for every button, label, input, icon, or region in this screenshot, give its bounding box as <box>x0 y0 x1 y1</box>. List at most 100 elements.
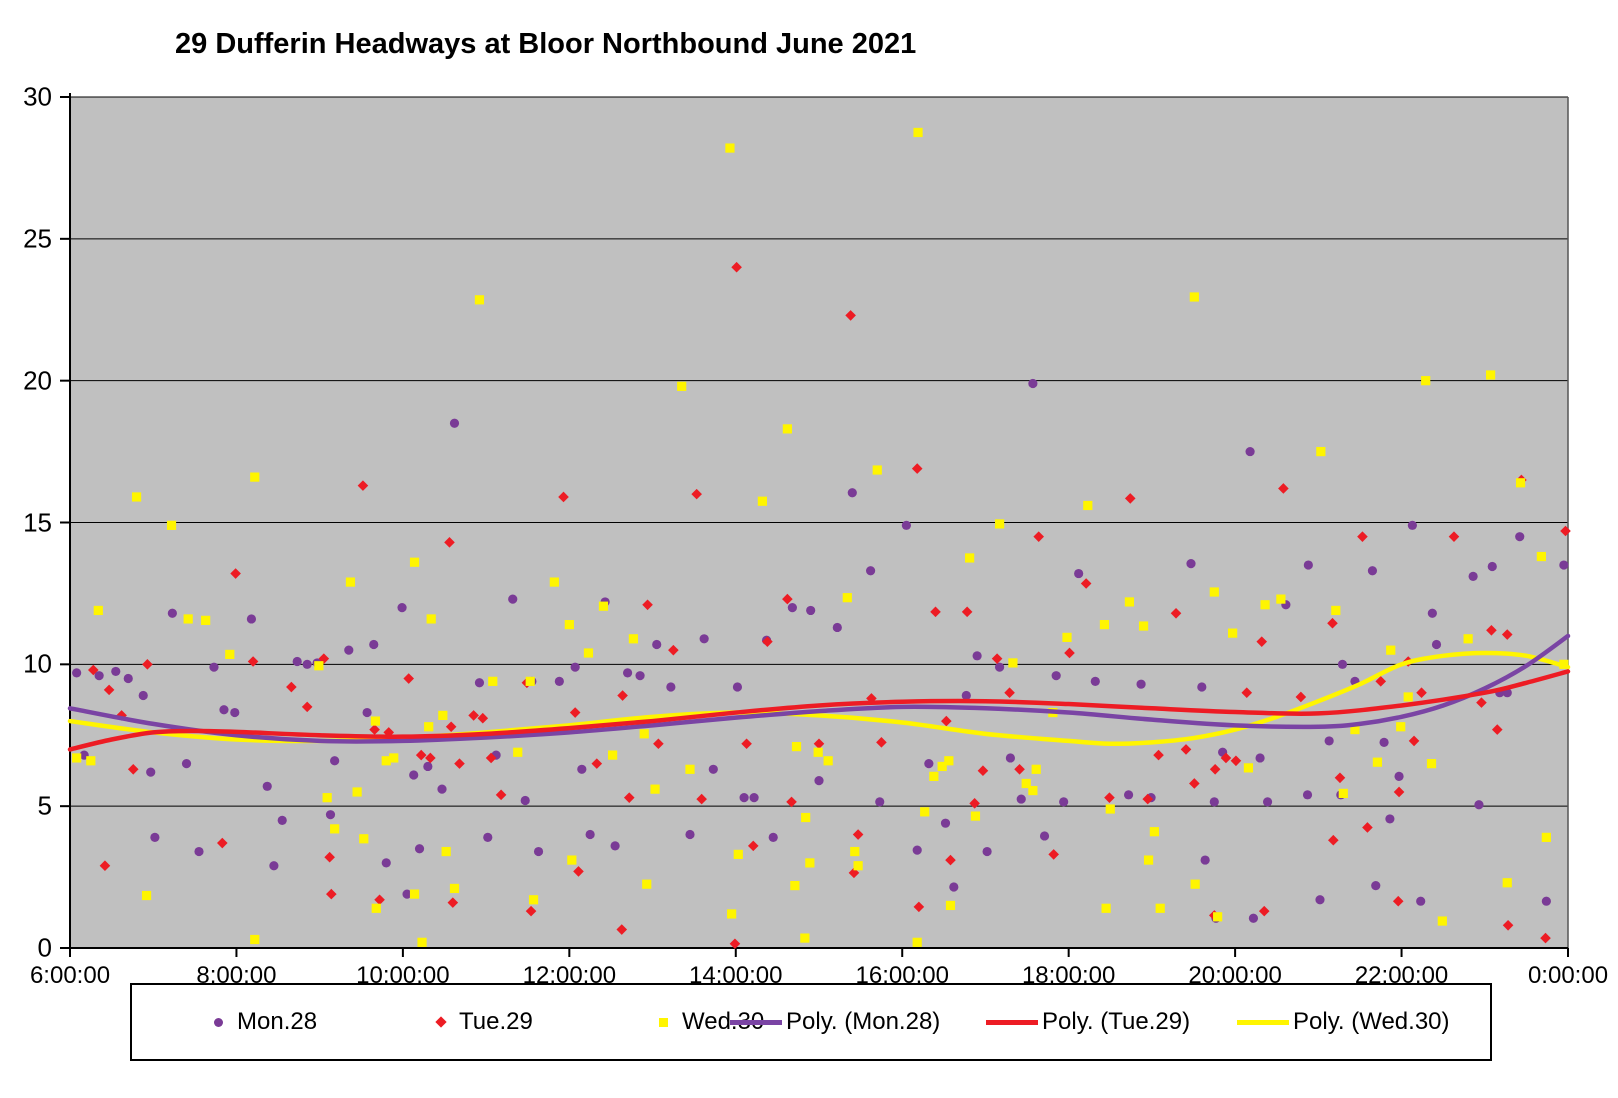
scatter-point-square <box>912 937 922 947</box>
scatter-point-diamond <box>324 851 335 863</box>
scatter-point-diamond <box>691 488 702 500</box>
scatter-point-diamond <box>1362 822 1373 833</box>
scatter-point-dot <box>1136 679 1146 689</box>
scatter-point-dot <box>1255 753 1265 763</box>
scatter-point-square <box>1008 658 1018 668</box>
scatter-point-square <box>1101 903 1111 913</box>
scatter-point-diamond <box>1327 617 1338 629</box>
legend-label: Tue.29 <box>459 1008 533 1035</box>
scatter-point-diamond <box>911 463 923 474</box>
scatter-point-dot <box>325 810 336 820</box>
scatter-point-dot <box>72 668 82 678</box>
scatter-point-dot <box>1245 446 1255 457</box>
scatter-point-diamond <box>1392 895 1404 907</box>
legend-label: Poly. (Tue.29) <box>1042 1008 1191 1035</box>
scatter-point-square <box>441 846 451 857</box>
scatter-point-dot <box>369 639 379 650</box>
scatter-point-square <box>381 756 391 766</box>
scatter-point-diamond <box>961 606 973 618</box>
scatter-point-diamond <box>1486 624 1497 636</box>
scatter-point-dot <box>1407 520 1417 530</box>
scatter-point-diamond <box>477 712 489 724</box>
scatter-point-square <box>945 900 956 911</box>
scatter-point-dot <box>901 520 911 530</box>
trendline <box>67 669 1571 752</box>
scatter-point-dot <box>739 793 749 803</box>
scatter-point-diamond <box>1004 687 1015 698</box>
scatter-point-square <box>314 661 324 671</box>
scatter-point-square <box>642 879 652 889</box>
scatter-point-diamond <box>415 749 427 761</box>
y-tick-label: 5 <box>37 790 52 821</box>
scatter-point-diamond <box>782 593 793 605</box>
scatter-point-diamond <box>747 840 759 852</box>
scatter-point-square <box>513 747 523 757</box>
scatter-point-dot <box>1515 532 1525 542</box>
scatter-point-square <box>583 648 594 658</box>
scatter-point-diamond <box>1334 772 1346 784</box>
scatter-point-diamond <box>525 905 537 917</box>
scatter-point-diamond <box>741 738 752 750</box>
scatter-point-diamond <box>247 656 259 667</box>
scatter-point-diamond <box>668 644 679 656</box>
scatter-point-diamond <box>1408 735 1420 747</box>
scatter-point-square <box>549 577 559 587</box>
scatter-point-square <box>389 753 399 763</box>
scatter-point-dot <box>1431 639 1442 650</box>
scatter-point-diamond <box>569 707 581 718</box>
scatter-point-diamond <box>1124 493 1136 504</box>
scatter-point-dot <box>1090 676 1100 686</box>
scatter-point-diamond <box>762 636 773 647</box>
scatter-point-square <box>567 855 577 865</box>
scatter-point-square <box>1536 551 1546 562</box>
scatter-point-square <box>1486 370 1496 380</box>
y-tick-label: 25 <box>23 223 52 254</box>
scatter-point-dot <box>610 841 620 851</box>
scatter-point-dot <box>982 846 992 857</box>
scatter-point-dot <box>570 662 580 672</box>
scatter-point-dot <box>167 608 177 618</box>
scatter-point-square <box>650 784 660 794</box>
scatter-point-dot <box>219 705 229 715</box>
scatter-point-diamond <box>485 752 497 764</box>
scatter-point-square <box>1396 722 1406 732</box>
legend-line-icon <box>1237 1019 1289 1025</box>
scatter-point-dot <box>330 756 340 766</box>
scatter-point-square <box>359 834 369 844</box>
scatter-point-square <box>131 492 142 502</box>
scatter-point-dot <box>924 759 934 769</box>
scatter-point-dot <box>230 707 240 718</box>
scatter-point-diamond <box>1241 687 1253 698</box>
scatter-point-square <box>409 889 420 899</box>
scatter-point-dot <box>194 846 204 857</box>
scatter-point-diamond <box>468 710 479 721</box>
scatter-point-square <box>1426 759 1437 769</box>
scatter-point-square <box>929 771 939 781</box>
scatter-point-square <box>426 614 436 624</box>
scatter-point-square <box>370 716 381 726</box>
scatter-point-square <box>639 729 649 739</box>
scatter-point-square <box>225 649 235 660</box>
scatter-point-square <box>474 295 485 305</box>
y-tick-label: 20 <box>23 365 52 396</box>
legend-line-icon <box>730 1019 782 1025</box>
scatter-point-dot <box>699 634 709 644</box>
scatter-point-diamond <box>454 758 465 769</box>
scatter-point-dot <box>832 622 842 633</box>
scatter-point-square <box>1386 645 1396 655</box>
scatter-point-square <box>183 614 193 624</box>
scatter-point-square <box>1403 692 1413 702</box>
scatter-point-diamond <box>941 715 952 727</box>
x-tick-label: 0:00:00 <box>1527 962 1609 989</box>
scatter-point-square <box>1189 292 1199 302</box>
scatter-point-square <box>1155 903 1165 913</box>
scatter-point-dot <box>397 603 407 613</box>
scatter-point-dot <box>732 682 743 692</box>
scatter-point-diamond <box>729 938 741 950</box>
scatter-point-square <box>93 605 103 616</box>
scatter-point-dot <box>875 797 885 807</box>
scatter-point-diamond <box>1189 778 1200 789</box>
scatter-point-square <box>1331 605 1341 616</box>
